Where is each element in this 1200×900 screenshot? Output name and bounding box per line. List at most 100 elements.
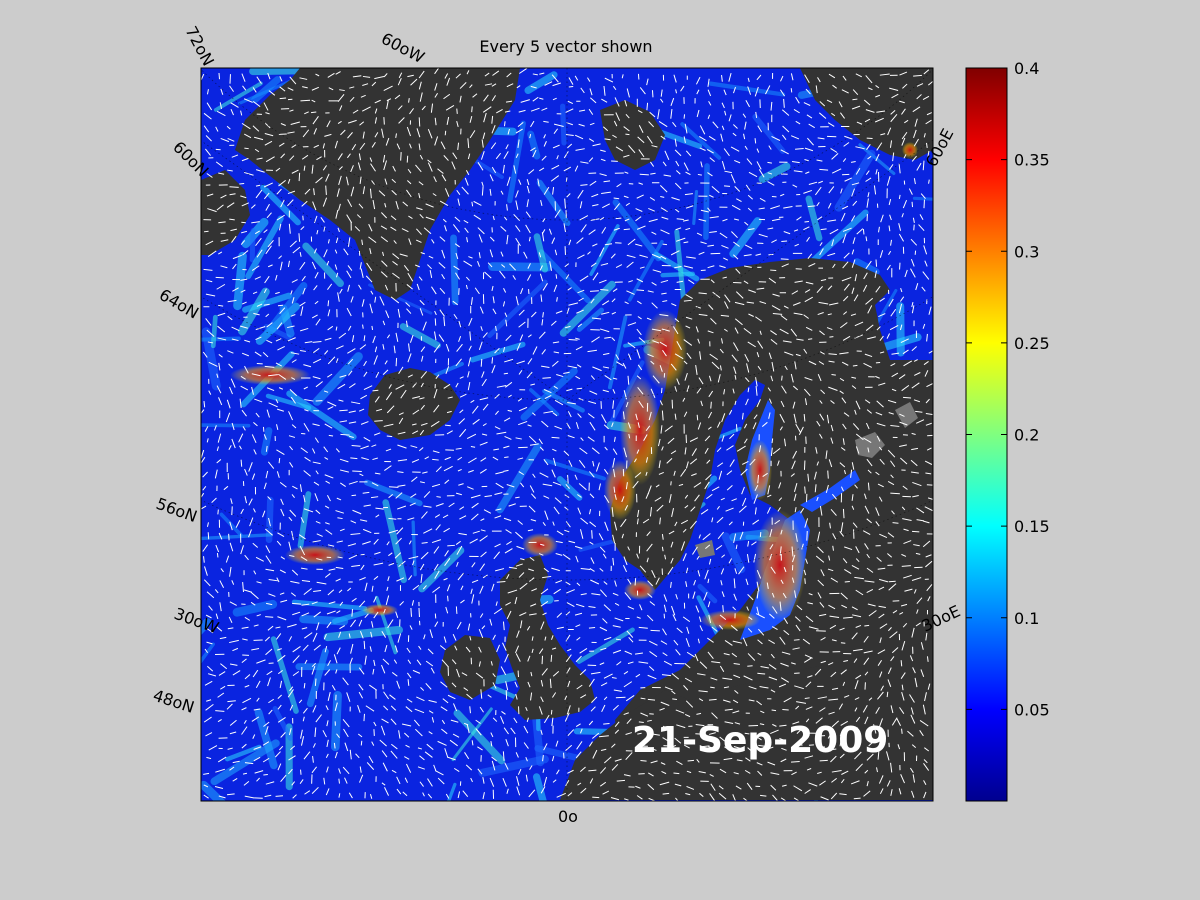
current-vector	[218, 532, 223, 540]
current-vector	[566, 193, 571, 198]
current-vector	[553, 506, 560, 515]
current-vector	[709, 157, 715, 163]
current-vector	[674, 182, 682, 190]
current-vector	[288, 541, 292, 551]
current-vector	[215, 544, 220, 553]
current-vector	[371, 141, 376, 148]
current-vector	[359, 176, 362, 184]
current-vector	[647, 783, 655, 791]
current-vector	[255, 184, 261, 187]
current-vector	[579, 109, 586, 112]
current-vector	[433, 764, 437, 771]
speed-streak	[834, 149, 876, 212]
current-vector	[481, 181, 484, 187]
current-vector	[662, 737, 669, 742]
current-vector	[685, 227, 691, 231]
current-vector	[743, 254, 752, 257]
current-vector	[566, 307, 570, 314]
current-vector	[901, 641, 906, 651]
current-vector	[335, 578, 341, 582]
current-vector	[506, 204, 508, 211]
current-vector	[455, 606, 458, 614]
current-vector	[580, 568, 591, 571]
current-vector	[927, 497, 933, 500]
current-vector	[479, 306, 484, 314]
current-vector	[734, 374, 737, 380]
current-vector	[347, 132, 353, 139]
current-vector	[767, 181, 775, 186]
current-vector	[505, 529, 512, 534]
current-vector	[599, 662, 605, 666]
current-vector	[686, 770, 692, 774]
current-vector	[398, 366, 404, 375]
current-vector	[756, 700, 763, 706]
current-vector	[349, 657, 353, 665]
current-vector	[315, 622, 320, 631]
current-vector	[231, 235, 237, 243]
current-vector	[469, 331, 472, 341]
current-vector	[721, 591, 725, 598]
current-vector	[780, 75, 784, 82]
current-vector	[419, 308, 424, 316]
current-vector	[346, 307, 352, 317]
current-vector	[229, 193, 236, 196]
current-vector	[782, 708, 789, 711]
current-vector	[919, 730, 924, 737]
current-vector	[749, 458, 756, 466]
current-vector	[828, 186, 835, 194]
current-vector	[855, 674, 862, 680]
current-vector	[589, 509, 592, 515]
current-vector	[420, 551, 429, 560]
current-vector	[628, 637, 634, 643]
current-vector	[700, 241, 707, 245]
current-vector	[724, 294, 731, 303]
current-vector	[771, 218, 781, 222]
current-vector	[591, 696, 598, 703]
current-vector	[304, 399, 314, 402]
current-vector	[636, 300, 642, 305]
current-vector	[543, 458, 549, 466]
current-vector	[876, 400, 884, 408]
current-vector	[556, 612, 563, 618]
current-vector	[382, 251, 385, 257]
current-vector	[638, 721, 644, 724]
current-vector	[777, 507, 781, 512]
current-vector	[551, 647, 557, 650]
current-vector	[693, 482, 702, 488]
current-vector	[384, 284, 389, 291]
current-vector	[648, 218, 658, 223]
current-vector	[575, 723, 581, 728]
current-vector	[684, 714, 691, 718]
current-vector	[359, 577, 366, 581]
current-vector	[493, 551, 501, 560]
current-vector	[746, 554, 750, 563]
current-vector	[640, 697, 646, 700]
current-vector	[543, 410, 554, 414]
current-vector	[756, 590, 759, 599]
current-vector	[626, 261, 634, 268]
current-vector	[626, 718, 632, 725]
current-vector	[336, 540, 343, 543]
current-vector	[459, 376, 464, 379]
current-vector	[265, 555, 272, 564]
current-vector	[866, 198, 869, 208]
current-vector	[327, 406, 334, 410]
current-vector	[729, 433, 735, 440]
current-vector	[229, 601, 237, 606]
current-vector	[579, 275, 589, 282]
current-vector	[431, 239, 435, 244]
current-vector	[795, 120, 801, 125]
current-vector	[733, 86, 737, 94]
current-vector	[311, 99, 316, 103]
current-vector	[551, 717, 554, 727]
current-vector	[494, 492, 503, 496]
current-vector	[315, 73, 320, 77]
current-vector	[623, 447, 628, 458]
current-vector	[659, 98, 664, 103]
current-vector	[458, 483, 464, 486]
current-vector	[324, 573, 331, 578]
current-vector	[768, 145, 772, 150]
current-vector	[244, 616, 251, 621]
current-vector	[731, 652, 738, 658]
current-vector	[538, 648, 544, 655]
